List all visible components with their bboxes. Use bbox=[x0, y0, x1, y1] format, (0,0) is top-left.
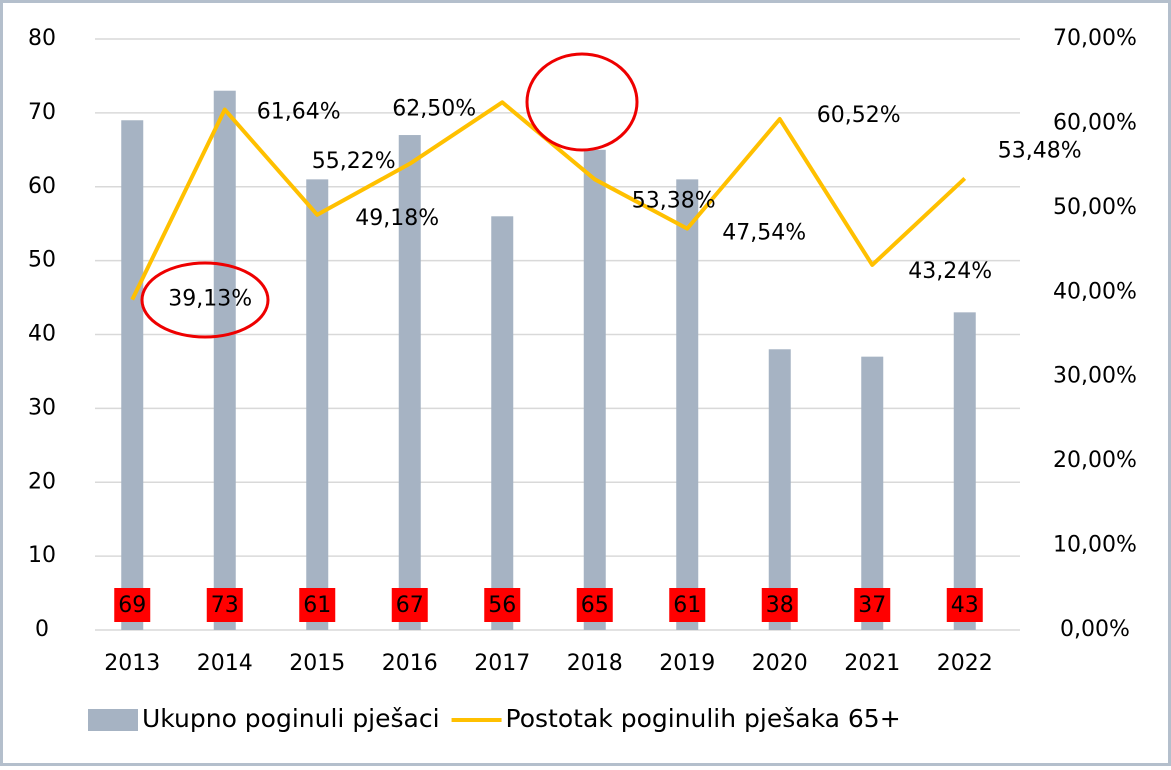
x-tick-label: 2014 bbox=[197, 651, 253, 676]
x-tick-label: 2020 bbox=[752, 651, 808, 676]
data-label-box bbox=[761, 588, 798, 622]
data-label: 61,64% bbox=[257, 100, 341, 125]
y2-tick-label: 30,00% bbox=[1053, 364, 1137, 389]
y-tick-label: 60 bbox=[28, 174, 56, 199]
y-tick-label: 10 bbox=[28, 543, 56, 568]
data-label: 61 bbox=[303, 593, 331, 618]
x-tick-label: 2015 bbox=[289, 651, 345, 676]
y2-tick-label: 0,00% bbox=[1060, 617, 1130, 642]
data-label: 65 bbox=[581, 593, 609, 618]
bar bbox=[676, 179, 699, 631]
data-label: 43 bbox=[951, 593, 979, 618]
data-label: 55,22% bbox=[312, 149, 396, 174]
y2-tick-label: 50,00% bbox=[1053, 195, 1137, 220]
data-label: 38 bbox=[766, 593, 794, 618]
x-tick-label: 2022 bbox=[937, 651, 993, 676]
highlight-ellipse bbox=[140, 261, 270, 339]
data-label: 60,52% bbox=[817, 103, 901, 128]
line bbox=[130, 100, 967, 301]
data-label: 53,38% bbox=[632, 188, 716, 213]
legend-label: Postotak poginulih pješaka 65+ bbox=[506, 704, 901, 733]
data-label-box bbox=[206, 588, 243, 622]
bar bbox=[953, 312, 976, 630]
y-tick-label: 30 bbox=[28, 395, 56, 420]
data-label: 37 bbox=[858, 593, 886, 618]
y2-tick-label: 20,00% bbox=[1053, 448, 1137, 473]
data-label-box bbox=[484, 588, 521, 622]
data-label: 43,24% bbox=[908, 259, 992, 284]
y-tick-label: 40 bbox=[28, 322, 56, 347]
data-label: 62,50% bbox=[392, 96, 476, 121]
data-label: 47,54% bbox=[722, 221, 806, 246]
data-label-box bbox=[576, 588, 613, 622]
x-tick-label: 2013 bbox=[104, 651, 160, 676]
y2-tick-label: 10,00% bbox=[1053, 533, 1137, 558]
data-label: 69 bbox=[118, 593, 146, 618]
y-tick-label: 70 bbox=[28, 100, 56, 125]
bar bbox=[213, 90, 236, 630]
y2-tick-label: 70,00% bbox=[1053, 26, 1137, 51]
data-label-box bbox=[299, 588, 336, 622]
data-label-box bbox=[391, 588, 428, 622]
highlight-ellipse bbox=[525, 52, 639, 152]
bar bbox=[121, 120, 144, 630]
x-tick-label: 2021 bbox=[844, 651, 900, 676]
data-label-box bbox=[669, 588, 706, 622]
data-label: 61 bbox=[673, 593, 701, 618]
data-label: 49,18% bbox=[355, 206, 439, 231]
bar bbox=[768, 349, 791, 630]
bar bbox=[398, 135, 421, 630]
x-tick-label: 2018 bbox=[567, 651, 623, 676]
y-tick-label: 50 bbox=[28, 248, 56, 273]
data-label: 67 bbox=[396, 593, 424, 618]
x-tick-label: 2019 bbox=[659, 651, 715, 676]
y2-tick-label: 60,00% bbox=[1053, 110, 1137, 135]
y-tick-label: 0 bbox=[35, 617, 49, 642]
bar bbox=[491, 216, 514, 631]
y-tick-label: 20 bbox=[28, 469, 56, 494]
bar bbox=[861, 356, 884, 630]
x-tick-label: 2016 bbox=[382, 651, 438, 676]
data-label: 53,48% bbox=[998, 138, 1082, 163]
bar bbox=[306, 179, 329, 631]
data-label-box bbox=[114, 588, 151, 622]
data-label-box bbox=[854, 588, 891, 622]
legend-label: Ukupno poginuli pješaci bbox=[142, 704, 440, 733]
data-label: 73 bbox=[211, 593, 239, 618]
y2-tick-label: 40,00% bbox=[1053, 279, 1137, 304]
data-label: 56 bbox=[488, 593, 516, 618]
bar bbox=[583, 149, 606, 630]
data-label-box bbox=[946, 588, 983, 622]
y-tick-label: 80 bbox=[28, 26, 56, 51]
legend-swatch bbox=[88, 709, 138, 731]
data-label: 39,13% bbox=[168, 287, 252, 312]
x-tick-label: 2017 bbox=[474, 651, 530, 676]
